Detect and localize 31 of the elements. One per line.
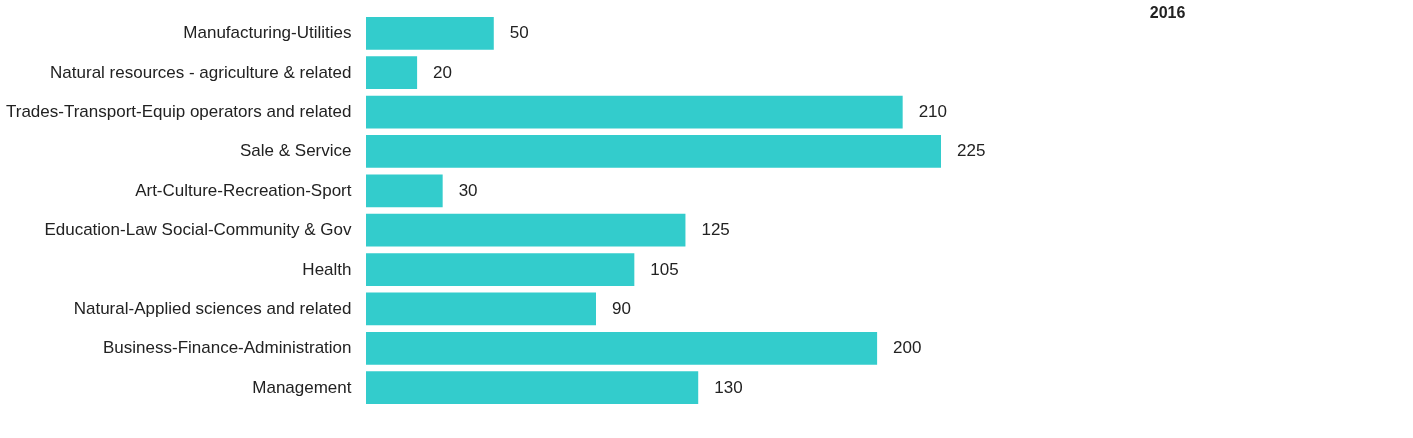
bar — [366, 213, 686, 247]
y-tick-label: Trades-Transport-Equip operators and related — [5, 102, 352, 122]
y-tick-label: Art-Culture-Recreation-Sport — [135, 180, 352, 200]
y-tick-label: Sale & Service — [240, 141, 352, 161]
y-tick-label: Education-Law Social-Community & Gov — [44, 220, 352, 240]
data-label: 200 — [893, 338, 922, 358]
y-tick-label: Natural resources - agriculture & related — [50, 62, 352, 82]
data-label: 50 — [509, 23, 529, 43]
y-tick-label: Manufacturing-Utilities — [183, 23, 352, 43]
bar — [366, 174, 443, 208]
data-label: 105 — [650, 259, 679, 279]
data-label: 225 — [957, 141, 986, 161]
bar — [366, 331, 878, 365]
bar — [366, 253, 635, 286]
y-tick-label: Management — [252, 377, 352, 397]
bar — [366, 16, 494, 50]
data-label: 210 — [918, 102, 948, 122]
data-label: 130 — [714, 377, 743, 397]
bar — [366, 56, 418, 90]
data-label: 90 — [612, 298, 631, 318]
y-tick-label: Natural-Applied sciences and related — [73, 298, 352, 318]
text: 2016 — [1149, 4, 1186, 21]
data-label: 30 — [458, 180, 478, 200]
bar — [366, 371, 699, 405]
y-tick-label: Health — [302, 259, 352, 279]
y-tick-label: Business-Finance-Administration — [103, 338, 352, 358]
bar — [366, 135, 941, 168]
bar — [366, 95, 903, 129]
data-label: 20 — [433, 62, 453, 82]
bar — [366, 292, 596, 326]
data-label: 125 — [701, 220, 730, 240]
